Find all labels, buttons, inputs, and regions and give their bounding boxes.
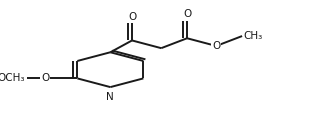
- Text: N: N: [107, 92, 114, 102]
- Text: CH₃: CH₃: [244, 31, 263, 41]
- Text: O: O: [128, 12, 136, 22]
- Text: O: O: [41, 73, 49, 83]
- Text: O: O: [183, 10, 191, 19]
- Text: OCH₃: OCH₃: [0, 73, 25, 83]
- Text: O: O: [212, 41, 220, 51]
